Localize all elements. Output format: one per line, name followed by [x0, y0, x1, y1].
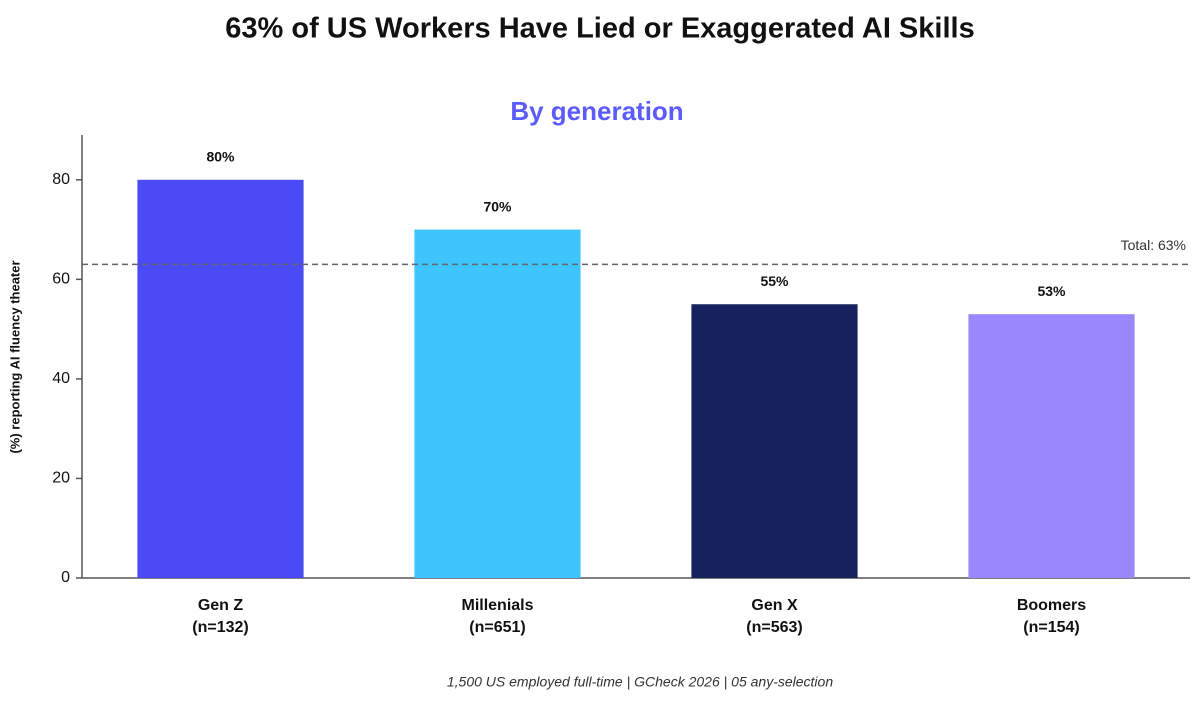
value-label: 53%	[1037, 283, 1066, 299]
chart-title: 63% of US Workers Have Lied or Exaggerat…	[225, 13, 974, 45]
reference-label: Total: 63%	[1121, 237, 1186, 253]
y-tick-label: 0	[61, 569, 70, 586]
x-tick-label: Boomers	[1017, 597, 1086, 614]
bar	[691, 304, 858, 578]
value-label: 55%	[760, 273, 789, 289]
y-tick-label: 20	[52, 470, 70, 487]
x-tick-sublabel: (n=132)	[192, 619, 248, 636]
x-tick-label: Gen X	[751, 597, 798, 614]
chart-subtitle: By generation	[510, 96, 683, 126]
value-label: 80%	[206, 149, 235, 165]
x-tick-sublabel: (n=154)	[1023, 619, 1079, 636]
footnote: 1,500 US employed full-time | GCheck 202…	[447, 674, 833, 690]
bar	[968, 314, 1135, 578]
x-tick-label: Gen Z	[198, 597, 244, 614]
x-tick-label: Millenials	[461, 597, 533, 614]
y-tick-label: 40	[52, 370, 70, 387]
y-tick-label: 60	[52, 271, 70, 288]
x-tick-sublabel: (n=563)	[746, 619, 802, 636]
y-axis-label: (%) reporting AI fluency theater	[7, 260, 22, 453]
bar	[137, 179, 304, 578]
bar	[414, 229, 581, 578]
y-tick-label: 80	[52, 171, 70, 188]
x-tick-sublabel: (n=651)	[469, 619, 525, 636]
value-label: 70%	[483, 198, 512, 214]
